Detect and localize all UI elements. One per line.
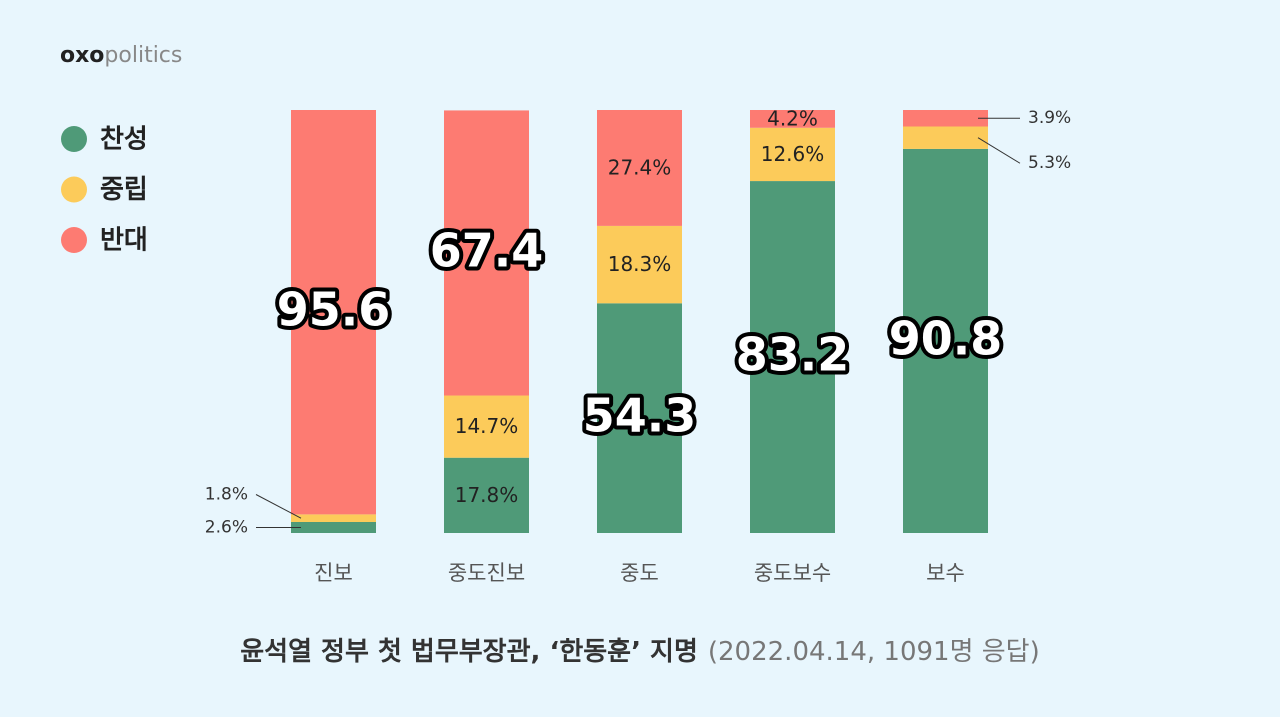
value-label: 17.8% (455, 483, 519, 507)
chart-subtitle: (2022.04.14, 1091명 응답) (708, 637, 1040, 667)
brand-light: politics (104, 43, 182, 68)
bar-segment (291, 522, 376, 533)
x-tick-label: 진보 (314, 561, 353, 585)
value-label-outside: 2.6% (205, 518, 248, 538)
value-label-large: 90.8 (889, 311, 1003, 365)
bar-segment (750, 110, 835, 128)
x-tick-label: 중도 (620, 561, 659, 585)
legend-swatch (61, 176, 87, 203)
leader-line (255, 494, 302, 519)
bar-segment (750, 181, 835, 533)
bar-segment (597, 303, 682, 533)
x-tick-label: 중도보수 (754, 561, 831, 585)
bar-segment (444, 395, 529, 458)
brand-bold: oxo (60, 43, 104, 68)
legend-label: 중립 (100, 175, 148, 205)
legend-swatch (61, 126, 87, 152)
bar-segment (597, 110, 682, 226)
bar-segment (444, 457, 529, 533)
bar-segment (903, 148, 988, 533)
chart-title-line: 윤석열 정부 첫 법무부장관, ‘한동훈’ 지명 (2022.04.14, 109… (240, 637, 1040, 667)
x-tick-label: 중도진보 (448, 561, 525, 585)
value-label-large: 67.4 (430, 223, 544, 277)
value-label-large: 54.3 (583, 389, 697, 443)
brand: oxopolitics (60, 43, 182, 68)
value-label-outside: 1.8% (205, 485, 248, 505)
value-label: 14.7% (455, 414, 519, 438)
bar-segment (291, 514, 376, 523)
bar-segment (291, 110, 376, 515)
value-label-large: 83.2 (736, 328, 850, 382)
legend-label: 반대 (100, 226, 148, 256)
legend-swatch (61, 227, 87, 253)
value-label: 4.2% (767, 106, 818, 130)
value-label-outside: 3.9% (1028, 108, 1071, 128)
bar-segment (750, 127, 835, 182)
value-label-outside: 5.3% (1028, 153, 1071, 173)
value-label-large: 95.6 (277, 283, 391, 337)
value-label: 12.6% (761, 142, 825, 166)
bar-segment (444, 110, 529, 396)
bar-segment (903, 126, 988, 149)
legend-label: 찬성 (100, 125, 148, 155)
x-tick-label: 보수 (926, 561, 965, 585)
value-label: 27.4% (608, 155, 672, 179)
bar-segment (597, 225, 682, 304)
chart-title: 윤석열 정부 첫 법무부장관, ‘한동훈’ 지명 (240, 637, 698, 667)
bar-segment (903, 110, 988, 127)
value-label: 18.3% (608, 252, 672, 276)
leader-line (977, 137, 1021, 164)
